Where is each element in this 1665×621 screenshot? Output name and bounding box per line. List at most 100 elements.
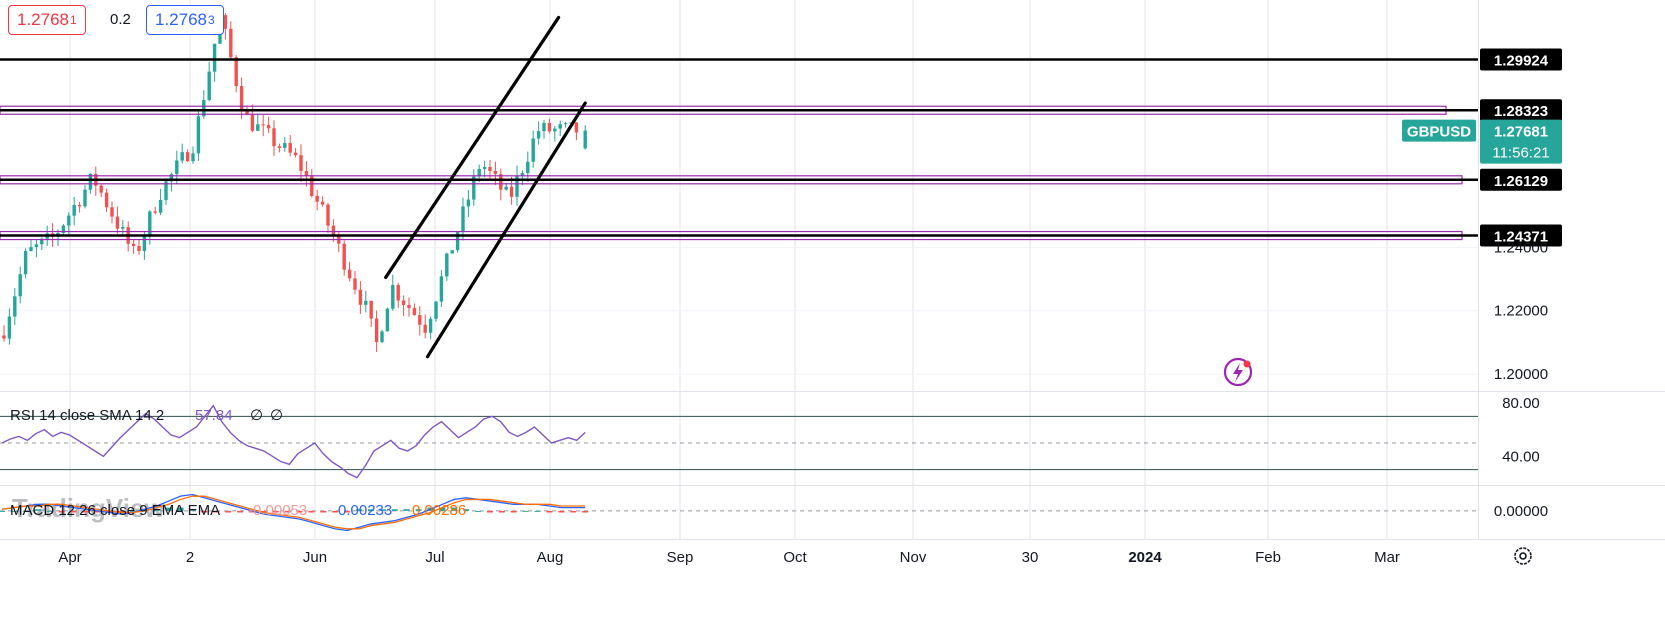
candle-body[interactable] [40, 238, 44, 245]
candle-body[interactable] [380, 331, 384, 343]
channel-upper-line[interactable] [384, 15, 561, 280]
candle-body[interactable] [482, 167, 487, 170]
candle-body[interactable] [369, 300, 373, 319]
candle-body[interactable] [277, 146, 282, 148]
candle-body[interactable] [423, 324, 427, 333]
candle-body[interactable] [488, 167, 492, 171]
candle-body[interactable] [61, 225, 66, 233]
candle-body[interactable] [509, 186, 514, 197]
candle-body[interactable] [358, 289, 363, 305]
candle-body[interactable] [439, 276, 444, 302]
candle-body[interactable] [239, 86, 244, 112]
candle-body[interactable] [547, 122, 552, 132]
candle-body[interactable] [121, 226, 125, 229]
candle-body[interactable] [131, 243, 136, 247]
candle-body[interactable] [304, 170, 309, 177]
candle-body[interactable] [23, 250, 28, 275]
ask-price-box[interactable]: 1.2768 3 [146, 5, 224, 35]
candle-body[interactable] [293, 152, 298, 156]
candle-body[interactable] [153, 211, 157, 213]
candle-body[interactable] [288, 143, 292, 153]
candle-body[interactable] [164, 181, 168, 200]
macd-pane[interactable]: 0.00000 MACD 12 26 close 9 EMA EMA -0.0005… [0, 493, 1548, 532]
candle-body[interactable] [72, 205, 76, 216]
candle-body[interactable] [499, 174, 503, 190]
candle-body[interactable] [196, 116, 201, 154]
candle-body[interactable] [191, 153, 195, 162]
candle-body[interactable] [553, 128, 557, 132]
candle-body[interactable] [67, 215, 71, 226]
candle-body[interactable] [320, 201, 325, 205]
candle-body[interactable] [7, 316, 12, 339]
candle-body[interactable] [342, 243, 346, 270]
candle-body[interactable] [18, 274, 22, 297]
candle-body[interactable] [401, 300, 406, 305]
candle-body[interactable] [137, 246, 141, 252]
candle-body[interactable] [364, 300, 368, 305]
candle-body[interactable] [115, 216, 120, 229]
candle-body[interactable] [207, 71, 211, 100]
candle-body[interactable] [99, 185, 103, 193]
candle-body[interactable] [104, 192, 109, 208]
candle-body[interactable] [256, 124, 260, 131]
candle-body[interactable] [418, 315, 422, 325]
candle-body[interactable] [331, 225, 336, 237]
candle-body[interactable] [412, 308, 417, 316]
bid-price-box[interactable]: 1.2768 1 [8, 5, 86, 35]
candle-body[interactable] [142, 235, 147, 252]
candle-body[interactable] [272, 128, 276, 147]
candle-body[interactable] [202, 99, 206, 117]
candle-body[interactable] [477, 169, 481, 177]
candle-body[interactable] [445, 253, 449, 277]
candle-body[interactable] [536, 131, 541, 139]
time-axis[interactable]: Apr 2 Jun Jul Aug Sep Oct Nov 30 2024 Feb Mar [58, 549, 1400, 566]
candle-body[interactable] [13, 296, 17, 317]
candle-body[interactable] [315, 195, 319, 202]
candle-body[interactable] [250, 114, 255, 131]
candle-body[interactable] [77, 205, 82, 207]
candle-body[interactable] [542, 122, 546, 132]
candle-body[interactable] [434, 301, 438, 319]
candle-body[interactable] [34, 244, 39, 248]
candle-body[interactable] [385, 308, 390, 332]
candle-body[interactable] [169, 174, 174, 182]
candle-body[interactable] [234, 57, 238, 87]
candle-body[interactable] [472, 176, 476, 200]
candle-body[interactable] [185, 152, 190, 162]
candle-body[interactable] [158, 199, 163, 213]
candle-body[interactable] [515, 176, 519, 197]
last-candle-body[interactable] [583, 130, 587, 149]
candle-body[interactable] [493, 170, 498, 175]
candle-body[interactable] [558, 124, 562, 129]
rsi-pane[interactable]: 80.00 40.00 RSI 14 close SMA 14 2 57.84 ∅ ∅ [0, 395, 1540, 479]
candle-body[interactable] [299, 155, 303, 171]
candle-body[interactable] [29, 247, 33, 251]
candle-body[interactable] [504, 186, 508, 190]
candle-body[interactable] [407, 304, 411, 309]
candle-body[interactable] [396, 285, 400, 301]
candle-body[interactable] [347, 269, 352, 279]
rsi-line[interactable] [1, 404, 586, 479]
candle-body[interactable] [266, 125, 271, 129]
candle-body[interactable] [212, 43, 217, 72]
candle-body[interactable] [428, 318, 433, 333]
candle-body[interactable] [455, 232, 460, 251]
candle-body[interactable] [283, 143, 287, 148]
channel-lower-line[interactable] [425, 101, 587, 359]
candle-body[interactable] [310, 176, 314, 196]
candle-body[interactable] [229, 28, 233, 58]
lightning-icon[interactable] [1223, 357, 1253, 387]
candle-body[interactable] [148, 211, 152, 236]
candle-body[interactable] [574, 122, 579, 133]
signal-line[interactable] [1, 495, 586, 530]
candle-body[interactable] [461, 206, 465, 233]
candle-body[interactable] [563, 123, 568, 125]
candle-body[interactable] [223, 15, 228, 29]
candle-body[interactable] [526, 161, 530, 174]
candle-body[interactable] [391, 285, 395, 309]
macd-line[interactable] [1, 493, 586, 532]
candle-body[interactable] [450, 250, 454, 254]
candle-body[interactable] [466, 199, 471, 207]
